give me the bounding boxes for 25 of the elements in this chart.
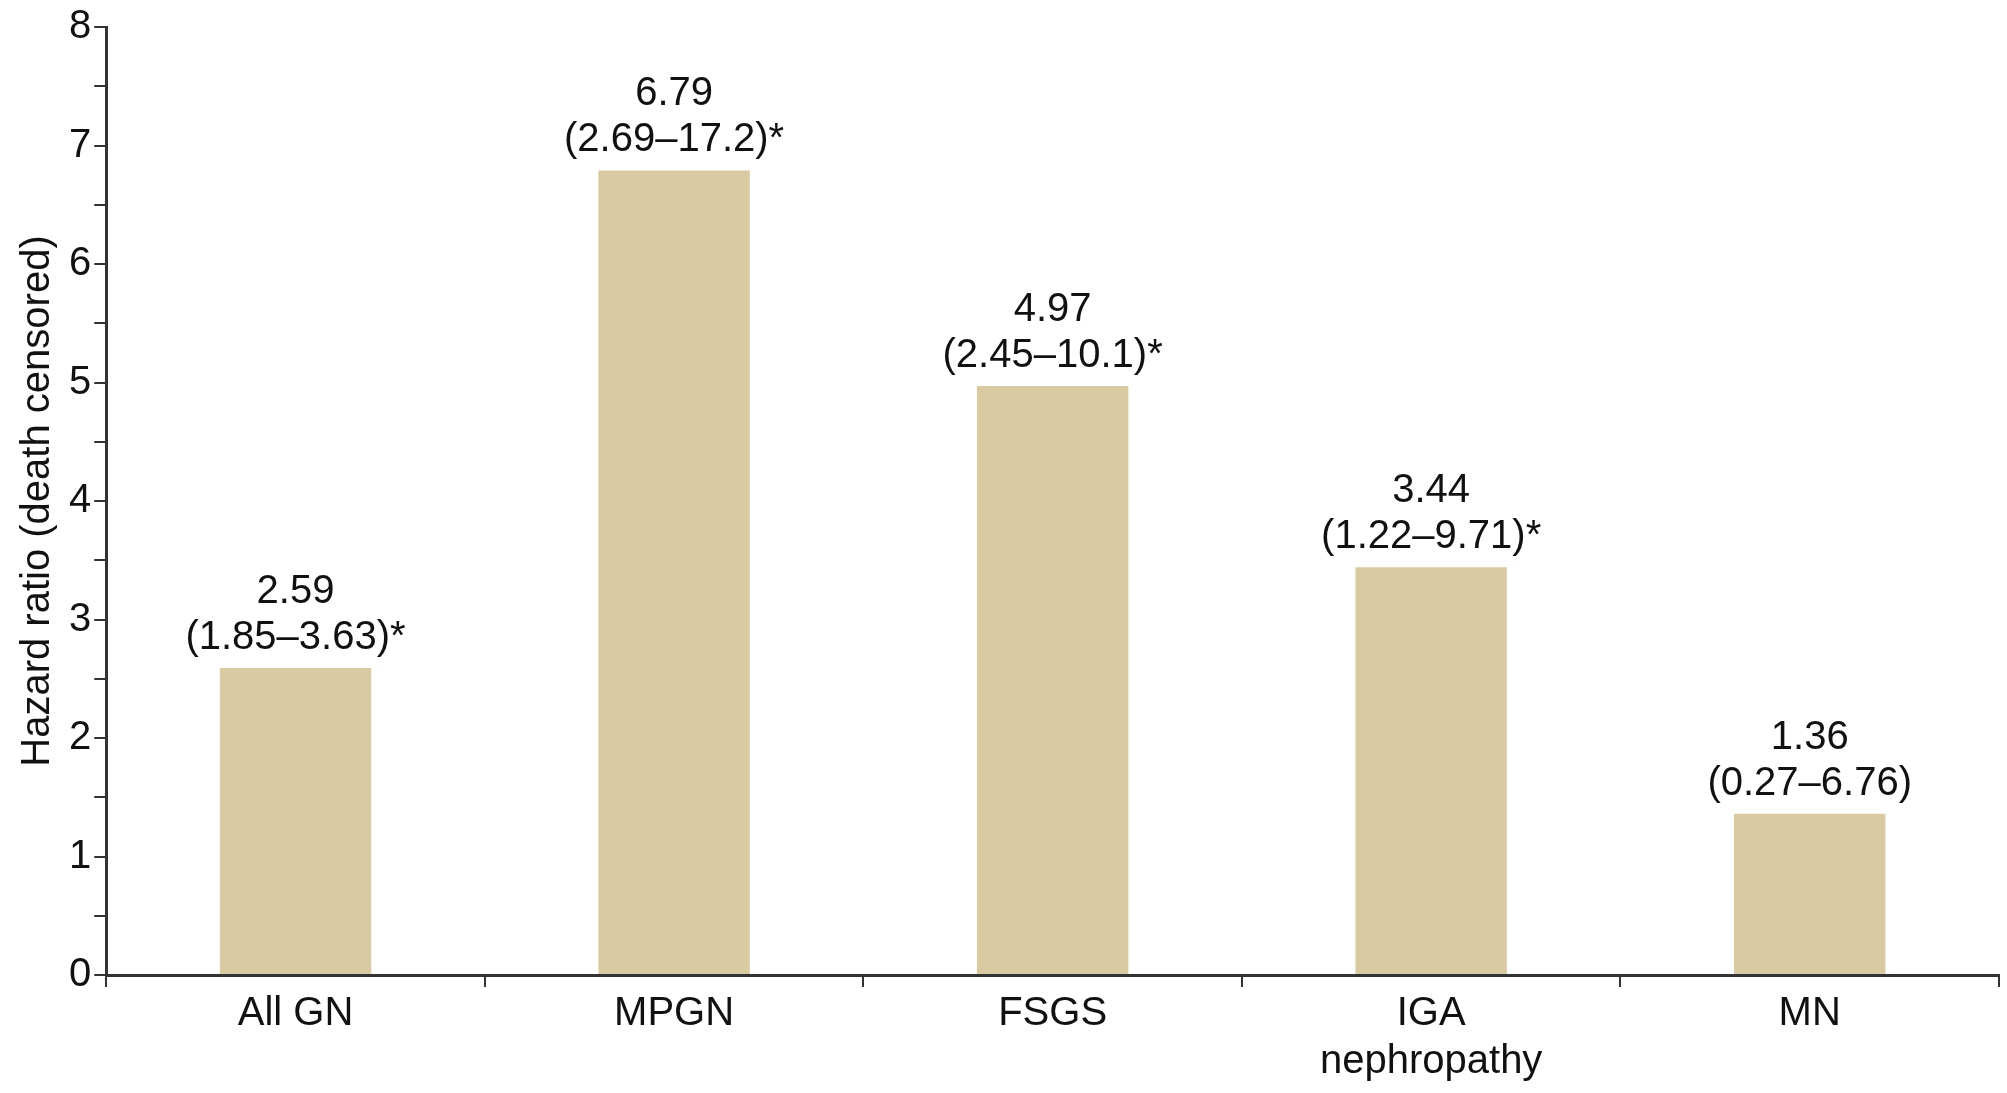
y-tick-label: 1 [69, 831, 92, 876]
data-label: 4.97 (2.45–10.1)* [942, 285, 1163, 376]
y-tick-label: 2 [69, 713, 92, 758]
bar [598, 170, 750, 974]
y-tick-label: 3 [69, 594, 92, 639]
bar [976, 386, 1129, 974]
data-label: 6.79 (2.69–17.2)* [563, 69, 785, 160]
y-tick-label: 5 [69, 357, 92, 402]
data-label: 3.44 (1.22–9.71)* [1321, 466, 1542, 557]
data-label: 1.36 (0.27–6.76) [1707, 712, 1913, 803]
y-tick-label: 6 [69, 239, 92, 284]
x-tick-label: IGA nephropathy [1319, 989, 1543, 1082]
y-tick-label: 7 [69, 120, 92, 165]
bar [219, 668, 372, 974]
x-tick-label: MPGN [614, 989, 735, 1034]
x-tick-label: All GN [237, 989, 354, 1034]
y-tick-label: 8 [69, 2, 92, 47]
y-axis-title: Hazard ratio (death censored) [13, 235, 58, 767]
y-tick-label: 4 [69, 476, 92, 521]
y-tick-label: 0 [69, 950, 92, 995]
data-label: 2.59 (1.85–3.63)* [185, 567, 406, 658]
bar [1734, 813, 1886, 974]
x-tick-label: MN [1778, 989, 1841, 1034]
bar [1355, 567, 1507, 974]
x-tick-label: FSGS [998, 989, 1108, 1034]
